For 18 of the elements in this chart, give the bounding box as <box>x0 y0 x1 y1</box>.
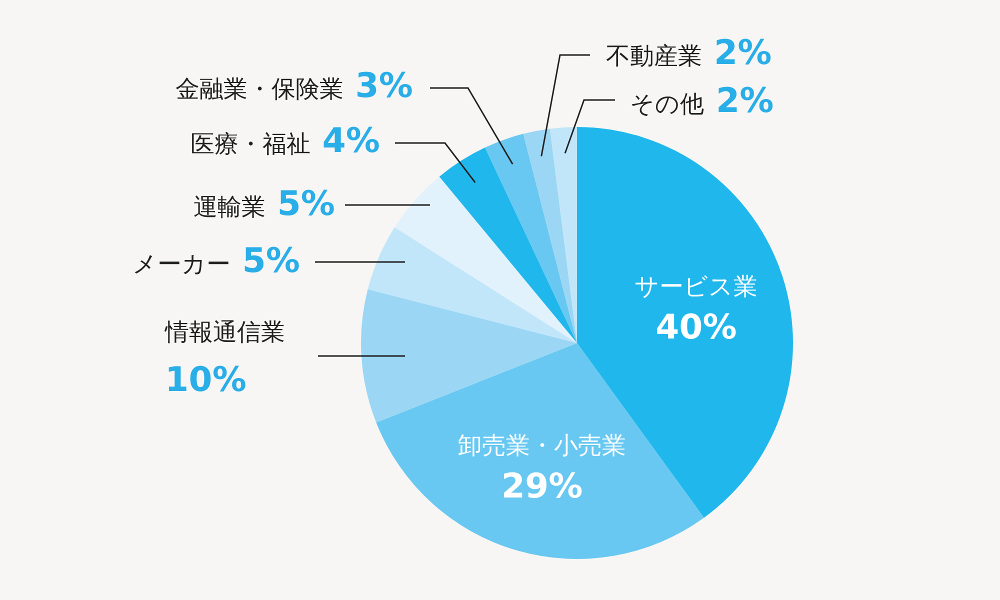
data-label: 5% <box>277 184 335 224</box>
data-label: 5% <box>242 241 300 281</box>
data-label: 29% <box>501 466 583 506</box>
data-label: 40% <box>655 307 737 348</box>
data-label: 4% <box>322 121 380 161</box>
slice-label: 金融業・保険業 <box>175 75 356 103</box>
data-label: 3% <box>355 66 413 106</box>
data-label: 10% <box>165 360 246 400</box>
slice-label: 情報通信業 <box>164 318 285 346</box>
slice-label: メーカー <box>132 250 242 278</box>
data-label: 2% <box>714 33 772 73</box>
slice-label: 卸売業・小売業 <box>458 431 626 460</box>
slice-label: その他 <box>630 90 716 118</box>
data-label: 2% <box>716 81 774 121</box>
slice-label: サービス業 <box>634 272 758 300</box>
slice-label: 医療・福祉 <box>190 130 322 158</box>
slice-label: 運輸業 <box>193 193 278 221</box>
slice-label: 不動産業 <box>606 42 714 70</box>
